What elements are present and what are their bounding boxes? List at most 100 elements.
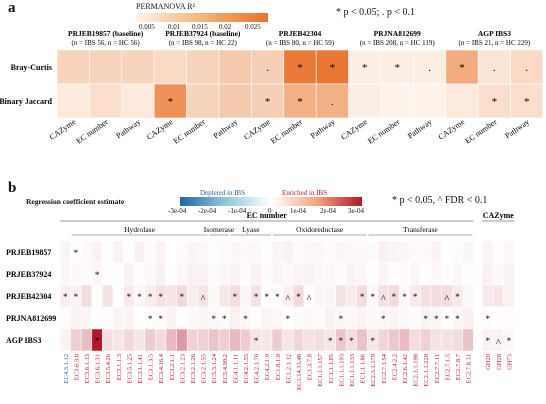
- group-label: Oxidoreductase: [296, 225, 344, 234]
- significance-mark: *: [381, 314, 386, 324]
- significance-mark: *: [297, 62, 303, 74]
- ec-column-label: EC5.3.1.24: [211, 353, 218, 383]
- ec-column-label: EC3.2.1.23: [179, 354, 186, 383]
- dataset-subheader: (n = IBS 98, n = HC 22): [169, 39, 238, 47]
- heatmap-cell: [144, 240, 156, 264]
- heatmap-cell: [482, 262, 494, 286]
- heatmap-cell: [303, 240, 315, 264]
- heatmap-cell: [477, 83, 511, 119]
- heatmap-cell: [186, 83, 220, 119]
- significance-mark: .: [428, 62, 431, 74]
- ec-column-label: EC3.6.1.13: [84, 354, 91, 383]
- heatmap-cell: [420, 262, 432, 286]
- legend-tick: 0.005: [139, 23, 155, 31]
- heatmap-cell: [441, 240, 453, 264]
- heatmap-cell: [80, 240, 93, 264]
- significance-mark: *: [455, 314, 460, 324]
- heatmap-cell: [445, 83, 479, 119]
- heatmap-cell: [208, 284, 220, 308]
- row-label: PRJEB37924: [6, 270, 51, 279]
- significance-mark: *: [297, 96, 303, 108]
- heatmap-cell: [451, 328, 464, 352]
- ec-column-label: EC1.1.1.133: [349, 354, 356, 387]
- significance-mark: *: [95, 270, 100, 280]
- heatmap-cell: [121, 83, 155, 119]
- legend-tick: 1e-04: [290, 207, 306, 215]
- significance-mark: *: [370, 292, 375, 302]
- heatmap-cell: [218, 284, 230, 308]
- significance-mark: *: [158, 292, 163, 302]
- legend-tick: 0.02: [219, 23, 232, 31]
- ec-column-label: EC2.1.1.228: [423, 354, 430, 387]
- significance-mark: ^: [307, 294, 312, 305]
- heatmap-cell: [176, 306, 188, 330]
- ec-column-label: EC1.14.13.48: [296, 354, 303, 390]
- heatmap-cell: [510, 49, 544, 85]
- heatmap-cell: [441, 262, 453, 286]
- heatmap-cell: [503, 328, 515, 352]
- column-label: EC number: [75, 117, 110, 146]
- significance-mark: ^: [496, 338, 501, 349]
- heatmap-cell: [388, 240, 400, 264]
- significance-mark: *: [492, 96, 498, 108]
- heatmap-cell: [451, 262, 464, 286]
- ec-column-label: EC2.7.8.7: [455, 353, 462, 380]
- column-label: CAZyme: [242, 117, 272, 142]
- ec-column-label: EC4.2.1.70: [254, 354, 261, 383]
- row-label: Bray-Curtis: [11, 63, 52, 72]
- significance-mark: *: [265, 96, 271, 108]
- heatmap-cell: [388, 262, 400, 286]
- heatmap-cell: [345, 240, 358, 264]
- significance-mark: *: [296, 292, 301, 302]
- ec-column-label: EC3.2.1.26: [190, 353, 197, 383]
- heatmap-cell: [218, 262, 230, 286]
- heatmap-cell: [70, 262, 82, 286]
- heatmap-cell: [380, 49, 414, 85]
- row-label: AGP IBS3: [6, 336, 41, 345]
- heatmap-cell: [218, 83, 252, 119]
- ec-column-label: EC1.1.1.193: [338, 354, 345, 387]
- significance-mark: *: [264, 292, 269, 302]
- heatmap-cell: [398, 328, 411, 352]
- heatmap-cell: [271, 262, 283, 286]
- column-label: Pathway: [309, 117, 337, 140]
- heatmap-cell: [239, 240, 252, 264]
- ec-column-label: EC3.2.1.1: [169, 354, 176, 380]
- significance-mark: *: [524, 96, 530, 108]
- heatmap-a: PRJEB19857 (baseline)(n = IBS 56, n = HC…: [0, 30, 544, 146]
- heatmap-cell: [229, 262, 241, 286]
- ec-column-label: EC2.4.2.2: [391, 354, 398, 380]
- heatmap-cell: [303, 262, 315, 286]
- heatmap-cell: [80, 328, 93, 352]
- significance-mark: *: [339, 336, 344, 346]
- heatmap-cell: [409, 306, 421, 330]
- significance-mark: *: [74, 292, 79, 302]
- heatmap-cell: [356, 306, 368, 330]
- significance-mark: .: [266, 62, 269, 74]
- ec-column-label: EC4.2.1.9: [264, 354, 271, 380]
- significance-mark: *: [507, 336, 512, 346]
- significance-mark: *: [127, 292, 132, 302]
- ec-column-label: EC3.5.1.25: [126, 354, 133, 383]
- heatmap-cell: [335, 284, 347, 308]
- heatmap-cell: [155, 240, 167, 264]
- heatmap-cell: [186, 49, 220, 85]
- heatmap-cell: [59, 262, 71, 286]
- heatmap-cell: [250, 240, 262, 264]
- significance-note-b: * p < 0.05, ^ FDR < 0.1: [392, 195, 488, 206]
- dataset-subheader: (n = IBS 21, n = HC 229): [459, 39, 531, 47]
- significance-mark: *: [222, 314, 227, 324]
- ec-header: EC number: [247, 211, 288, 220]
- heatmap-cell: [503, 306, 515, 330]
- regression-colorbar: [180, 197, 362, 206]
- heatmap-cell: [261, 262, 273, 286]
- heatmap-cell: [91, 284, 103, 308]
- heatmap-cell: [282, 240, 294, 264]
- heatmap-cell: [367, 240, 379, 264]
- heatmap-cell: [176, 240, 188, 264]
- significance-mark: *: [434, 314, 439, 324]
- significance-mark: *: [180, 292, 185, 302]
- heatmap-cell: [89, 49, 123, 85]
- column-label: Pathway: [503, 117, 531, 140]
- legend-tick: -3e-04: [168, 207, 187, 215]
